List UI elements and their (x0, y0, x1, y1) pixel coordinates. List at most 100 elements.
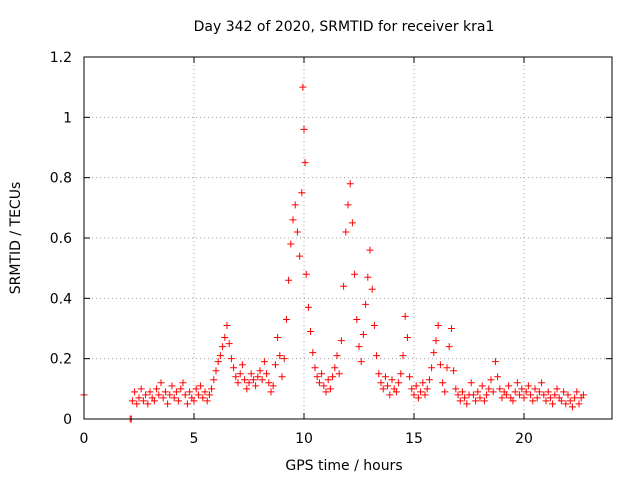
data-point (461, 394, 469, 402)
data-point (535, 388, 543, 396)
data-point (192, 385, 200, 393)
data-point (337, 337, 345, 345)
data-point (210, 376, 218, 384)
data-point (445, 343, 453, 351)
data-point (282, 315, 290, 323)
data-point (498, 394, 506, 402)
data-point (296, 252, 304, 260)
data-point (155, 391, 163, 399)
data-point (232, 373, 240, 381)
data-point (346, 180, 354, 188)
data-point (432, 337, 440, 345)
data-point (368, 285, 376, 293)
data-point (483, 391, 491, 399)
data-point (166, 391, 174, 399)
data-point (513, 379, 521, 387)
data-point (322, 388, 330, 396)
data-point (430, 349, 438, 357)
data-point (168, 382, 176, 390)
data-point (304, 303, 312, 311)
data-point (544, 388, 552, 396)
data-point (474, 388, 482, 396)
data-point (291, 201, 299, 209)
data-point (562, 400, 570, 408)
data-point (533, 394, 541, 402)
x-tick-label: 5 (190, 431, 199, 447)
data-point (546, 394, 554, 402)
data-point (392, 388, 400, 396)
x-tick-label: 0 (80, 431, 89, 447)
data-point (511, 388, 519, 396)
data-point (509, 397, 517, 405)
data-point (175, 397, 183, 405)
y-tick-label: 0.4 (50, 291, 72, 307)
data-point (355, 343, 363, 351)
y-tick-label: 0.8 (50, 171, 72, 187)
data-point (221, 334, 229, 342)
data-point (150, 397, 158, 405)
data-point (164, 400, 172, 408)
data-point (542, 397, 550, 405)
chart-title: Day 342 of 2020, SRMTID for receiver kra… (194, 19, 495, 35)
data-point (230, 364, 238, 372)
data-point (344, 201, 352, 209)
data-point (307, 328, 315, 336)
data-point (557, 397, 565, 405)
data-point (318, 370, 326, 378)
x-axis-label: GPS time / hours (285, 458, 402, 474)
data-point (159, 394, 167, 402)
data-point (456, 397, 464, 405)
data-point (236, 370, 244, 378)
data-point (568, 403, 576, 411)
data-point (399, 352, 407, 360)
data-point (566, 397, 574, 405)
data-point (219, 343, 227, 351)
data-point (579, 391, 587, 399)
data-point (540, 391, 548, 399)
data-point (247, 370, 255, 378)
data-point (311, 364, 319, 372)
data-point (364, 273, 372, 281)
data-point (342, 228, 350, 236)
data-point (447, 325, 455, 332)
y-tick-label: 0.2 (50, 352, 72, 368)
data-point (135, 394, 143, 402)
data-point (212, 367, 220, 375)
data-point (478, 382, 486, 390)
data-point (172, 388, 180, 396)
data-point (454, 391, 462, 399)
data-point (439, 379, 447, 387)
data-point (227, 355, 235, 363)
data-point (254, 373, 262, 381)
data-point (502, 391, 510, 399)
y-tick-label: 0 (63, 412, 72, 428)
data-point (190, 397, 198, 405)
data-point (225, 340, 233, 348)
data-point (549, 400, 557, 408)
data-point (377, 379, 385, 387)
data-point (309, 349, 317, 357)
data-point (208, 385, 216, 393)
data-point (223, 321, 231, 329)
data-point (529, 397, 537, 405)
data-point (197, 382, 205, 390)
data-point (301, 159, 309, 167)
data-point (267, 388, 275, 396)
data-point (263, 370, 271, 378)
data-point (373, 352, 381, 360)
data-point (146, 388, 154, 396)
data-point (353, 315, 361, 323)
data-point (238, 361, 246, 369)
data-point (214, 358, 222, 366)
data-point (531, 385, 539, 393)
data-point (131, 388, 139, 396)
data-point (573, 388, 581, 396)
data-point (299, 83, 307, 91)
data-point (203, 397, 211, 405)
data-point (293, 228, 301, 236)
grid-layer (84, 57, 612, 419)
data-point (467, 379, 475, 387)
data-point (269, 382, 277, 390)
data-point (522, 388, 530, 396)
data-point (397, 370, 405, 378)
